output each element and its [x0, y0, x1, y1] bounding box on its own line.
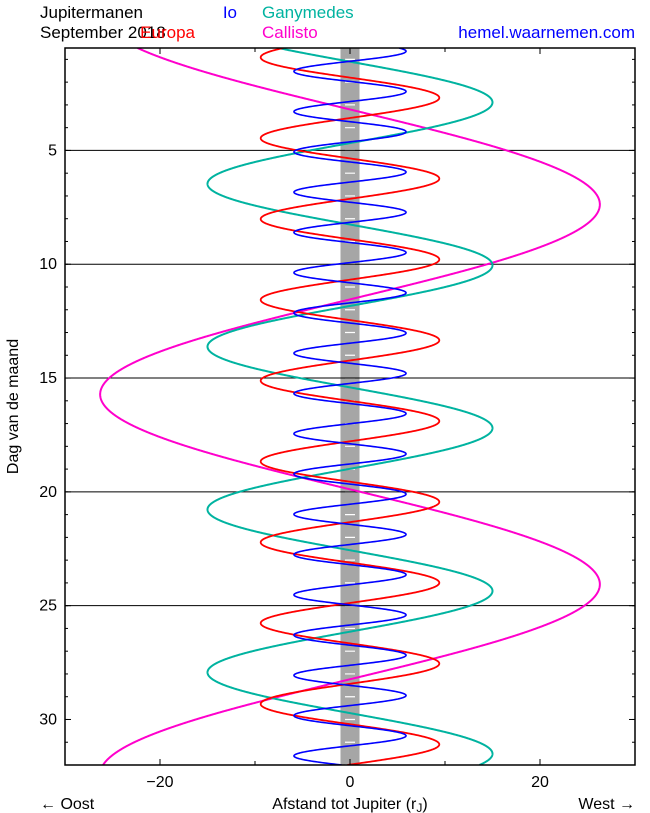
- legend-io: Io: [223, 3, 237, 22]
- legend-callisto: Callisto: [262, 23, 318, 42]
- legend-ganymedes: Ganymedes: [262, 3, 354, 22]
- xtick-label: 0: [346, 774, 355, 791]
- xlabel: Afstand tot Jupiter (rJ): [272, 796, 427, 813]
- ylabel: Dag van de maand: [5, 339, 22, 474]
- west-label: West →: [578, 796, 635, 813]
- xtick-label: −20: [146, 774, 173, 791]
- ytick-label: 30: [39, 711, 57, 728]
- ytick-label: 5: [48, 142, 57, 159]
- jupiter-band: [341, 48, 360, 765]
- xtick-label: 20: [531, 774, 549, 791]
- east-label: ← Oost: [40, 796, 95, 813]
- site-link[interactable]: hemel.waarnemen.com: [458, 23, 635, 42]
- title-line1: Jupitermanen: [40, 3, 143, 22]
- ytick-label: 25: [39, 598, 57, 615]
- ytick-label: 20: [39, 484, 57, 501]
- jupiter-moons-chart: −20 0 20 5 10 15 20 25 30 Dag van de maand ← Oost W…: [0, 0, 650, 813]
- ytick-label: 10: [39, 256, 57, 273]
- legend-europa: Europa: [140, 23, 195, 42]
- ytick-label: 15: [39, 370, 57, 387]
- chart-container: { "canvas": { "width": 650, "height": 81…: [0, 0, 650, 813]
